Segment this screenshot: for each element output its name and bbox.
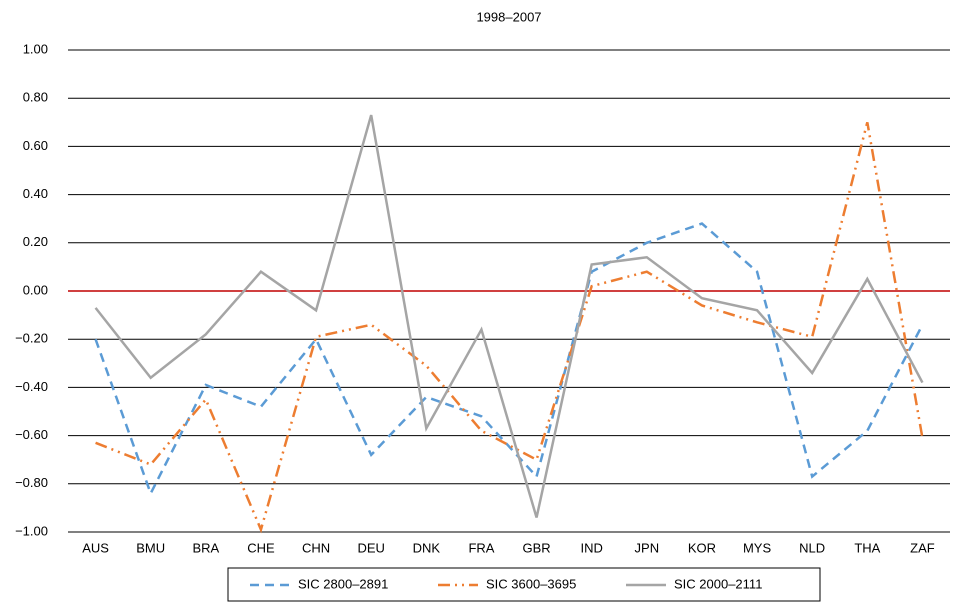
x-tick-label: JPN (635, 540, 660, 555)
legend-label: SIC 3600–3695 (486, 576, 576, 591)
y-tick-label: −1.00 (15, 523, 48, 538)
x-tick-label: KOR (688, 540, 716, 555)
y-tick-label: −0.80 (15, 475, 48, 490)
series-line (94, 222, 924, 497)
series-line (95, 121, 924, 534)
x-tick-label: FRA (468, 540, 494, 555)
series-line (94, 114, 924, 518)
x-tick-label: CHE (247, 540, 275, 555)
y-tick-label: 1.00 (23, 41, 48, 56)
x-tick-label: CHN (302, 540, 330, 555)
y-tick-label: −0.20 (15, 331, 48, 346)
x-tick-label: DEU (357, 540, 384, 555)
x-tick-label: AUS (82, 540, 109, 555)
x-tick-label: NLD (799, 540, 825, 555)
x-tick-label: MYS (743, 540, 772, 555)
legend-box (227, 567, 821, 602)
y-tick-label: −0.60 (15, 427, 48, 442)
y-tick-label: 0.40 (23, 186, 48, 201)
legend-label: SIC 2000–2111 (674, 576, 762, 591)
x-tick-label: ZAF (910, 540, 935, 555)
legend-label: SIC 2800–2891 (298, 576, 388, 591)
y-tick-label: 0.80 (23, 90, 48, 105)
x-tick-label: IND (580, 540, 602, 555)
y-tick-label: −0.40 (15, 379, 48, 394)
y-tick-label: 0.00 (23, 282, 48, 297)
chart-title: 1998–2007 (476, 9, 541, 24)
x-tick-label: BMU (136, 540, 165, 555)
y-tick-label: 0.60 (23, 138, 48, 153)
x-tick-label: THA (854, 540, 880, 555)
x-tick-label: BRA (192, 540, 219, 555)
y-tick-label: 0.20 (23, 234, 48, 249)
x-tick-label: GBR (522, 540, 550, 555)
x-tick-label: DNK (413, 540, 441, 555)
